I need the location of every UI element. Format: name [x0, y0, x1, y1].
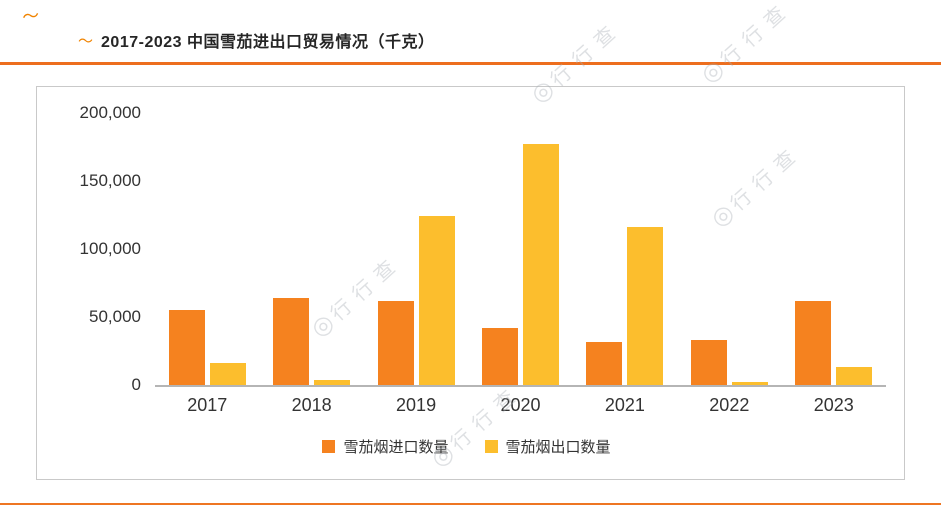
- bar-2018: [273, 297, 310, 385]
- x-axis-labels: 2017 2018 2019 2020 2021 2022 2023: [155, 395, 886, 416]
- y-tick-label: 100,000: [79, 239, 141, 258]
- bar-2021: [627, 226, 664, 385]
- bar-2019: [418, 215, 455, 385]
- y-axis: 0 50,000 100,000 150,000 200,000: [47, 103, 155, 394]
- chart-body: 0 50,000 100,000 150,000 200,000 2017 2018 201…: [47, 103, 886, 416]
- legend-swatch-icon: [322, 440, 336, 453]
- legend-label: 雪茄烟出口数量: [505, 439, 611, 456]
- bar-group-2020: [468, 143, 572, 385]
- legend-item: 雪茄烟出口数量: [484, 436, 611, 457]
- bar-2017: [168, 310, 205, 385]
- x-tick-label: 2022: [709, 395, 750, 415]
- bar-group-2023: [782, 300, 886, 385]
- header: 〜 2017-2023 中国雪茄进出口贸易情况（千克）: [0, 0, 941, 62]
- y-tick-label: 0: [131, 375, 141, 394]
- plot-area: [155, 113, 886, 387]
- bar-2020: [522, 143, 559, 385]
- logo-scribble-icon: 〜: [78, 32, 94, 50]
- bar-2017: [209, 362, 246, 385]
- y-tick-label: 200,000: [79, 103, 141, 122]
- chart-panel: 0 50,000 100,000 150,000 200,000 2017 2018 201…: [36, 86, 905, 480]
- bar-group-2017: [155, 310, 259, 385]
- bar-2023: [836, 366, 873, 385]
- chart-title: 2017-2023 中国雪茄进出口贸易情况（千克）: [101, 34, 435, 51]
- legend: 雪茄烟进口数量 雪茄烟出口数量: [47, 436, 886, 457]
- y-tick-label: 50,000: [89, 307, 141, 326]
- legend-swatch-icon: [484, 440, 498, 453]
- x-tick-label: 2021: [604, 395, 645, 415]
- bar-2020: [481, 327, 518, 385]
- bar-2019: [377, 300, 414, 385]
- bar-2023: [795, 300, 832, 385]
- x-tick-label: 2017: [187, 395, 228, 415]
- bar-2021: [586, 342, 623, 385]
- legend-item: 雪茄烟进口数量: [322, 436, 449, 457]
- bar-group-2022: [677, 340, 781, 385]
- bar-2022: [731, 381, 768, 385]
- bar-group-2018: [259, 297, 363, 385]
- x-tick-label: 2023: [813, 395, 854, 415]
- bar-group-2021: [573, 226, 677, 385]
- bar-2022: [690, 340, 727, 385]
- bar-group-2019: [364, 215, 468, 385]
- x-tick-label: 2018: [291, 395, 332, 415]
- bar-2018: [314, 380, 351, 385]
- x-tick-label: 2020: [500, 395, 541, 415]
- legend-label: 雪茄烟进口数量: [343, 439, 449, 456]
- x-tick-label: 2019: [396, 395, 437, 415]
- bottom-divider: [0, 503, 941, 505]
- y-tick-label: 150,000: [79, 171, 141, 190]
- plot-column: 2017 2018 2019 2020 2021 2022 2023: [155, 113, 886, 416]
- top-divider: [0, 62, 941, 65]
